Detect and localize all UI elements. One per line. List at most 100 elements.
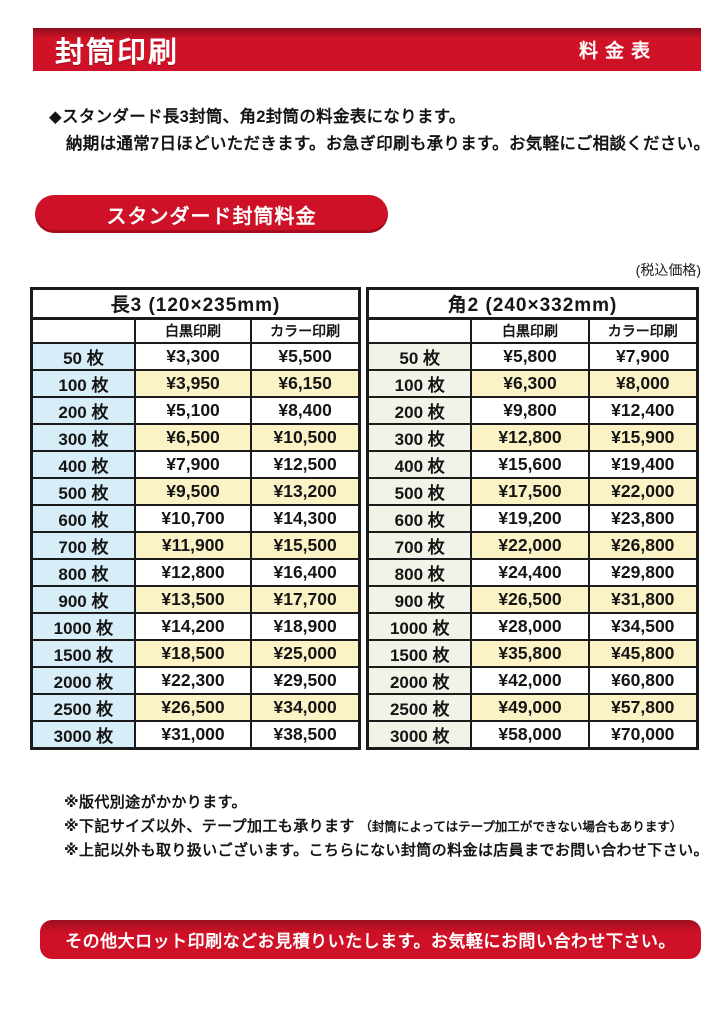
table-row: 100 枚 ¥6,300 ¥8,000 bbox=[366, 368, 699, 398]
price-cell: ¥24,400 bbox=[470, 557, 590, 587]
price-cell: ¥28,000 bbox=[470, 611, 590, 641]
footnote-2: ※下記サイズ以外、テープ加工も承ります （封筒によってはテープ加工ができない場合… bbox=[64, 815, 709, 839]
price-cell: ¥9,800 bbox=[470, 395, 590, 425]
quantity-cell: 200 枚 bbox=[366, 395, 473, 425]
price-cell: ¥19,400 bbox=[587, 449, 699, 479]
price-cell: ¥6,300 bbox=[470, 368, 590, 398]
price-cell: ¥29,500 bbox=[250, 665, 361, 695]
price-cell: ¥22,000 bbox=[470, 530, 590, 560]
price-cell: ¥5,800 bbox=[470, 341, 590, 371]
price-cell: ¥18,500 bbox=[133, 638, 253, 668]
price-cell: ¥10,500 bbox=[250, 422, 361, 452]
price-cell: ¥25,000 bbox=[250, 638, 361, 668]
price-cell: ¥3,950 bbox=[133, 368, 253, 398]
price-cell: ¥17,700 bbox=[250, 584, 361, 614]
table-title-row: 長3 (120×235mm) bbox=[30, 287, 361, 320]
intro-text: ◆スタンダード長3封筒、角2封筒の料金表になります。 納期は通常7日ほどいただき… bbox=[49, 104, 710, 158]
intro-line-1: ◆スタンダード長3封筒、角2封筒の料金表になります。 bbox=[49, 108, 466, 126]
intro-line-2: 納期は通常7日ほどいただきます。お急ぎ印刷も承ります。お気軽にご相談ください。 bbox=[66, 135, 711, 153]
price-cell: ¥19,200 bbox=[470, 503, 590, 533]
page-subtitle: 料金表 bbox=[578, 41, 657, 62]
price-cell: ¥8,400 bbox=[250, 395, 361, 425]
quantity-cell: 400 枚 bbox=[366, 449, 473, 479]
table-row: 50 枚 ¥3,300 ¥5,500 bbox=[30, 341, 361, 371]
footnote-1: ※版代別途がかかります。 bbox=[64, 791, 709, 815]
price-cell: ¥58,000 bbox=[470, 719, 590, 749]
table-subheader-row: 白黒印刷 カラー印刷 bbox=[30, 317, 361, 344]
price-cell: ¥22,300 bbox=[133, 665, 253, 695]
price-cell: ¥6,500 bbox=[133, 422, 253, 452]
footnote-text: ※版代別途がかかります。 bbox=[64, 794, 247, 811]
table-row: 1000 枚 ¥28,000 ¥34,500 bbox=[366, 611, 699, 641]
price-cell: ¥12,800 bbox=[133, 557, 253, 587]
price-cell: ¥26,500 bbox=[470, 584, 590, 614]
contact-banner: その他大ロット印刷などお見積りいたします。お気軽にお問い合わせ下さい。 bbox=[40, 920, 701, 959]
price-cell: ¥15,900 bbox=[587, 422, 699, 452]
table-title: 角2 (240×332mm) bbox=[366, 287, 699, 320]
table-row: 500 枚 ¥17,500 ¥22,000 bbox=[366, 476, 699, 506]
price-cell: ¥34,500 bbox=[587, 611, 699, 641]
qty-header-cell bbox=[366, 317, 473, 344]
price-cell: ¥7,900 bbox=[587, 341, 699, 371]
price-cell: ¥13,500 bbox=[133, 584, 253, 614]
price-cell: ¥38,500 bbox=[250, 719, 361, 749]
color-print-header: カラー印刷 bbox=[587, 317, 699, 344]
table-row: 400 枚 ¥7,900 ¥12,500 bbox=[30, 449, 361, 479]
table-row: 2500 枚 ¥26,500 ¥34,000 bbox=[30, 692, 361, 722]
quantity-cell: 200 枚 bbox=[30, 395, 136, 425]
price-cell: ¥70,000 bbox=[587, 719, 699, 749]
price-cell: ¥12,800 bbox=[470, 422, 590, 452]
footnote-3: ※上記以外も取り扱いございます。こちらにない封筒の料金は店員までお問い合わせ下さ… bbox=[64, 839, 709, 863]
price-cell: ¥8,000 bbox=[587, 368, 699, 398]
price-cell: ¥57,800 bbox=[587, 692, 699, 722]
price-cell: ¥5,500 bbox=[250, 341, 361, 371]
footnote-text: ※下記サイズ以外、テープ加工も承ります bbox=[64, 818, 355, 835]
quantity-cell: 300 枚 bbox=[366, 422, 473, 452]
quantity-cell: 800 枚 bbox=[366, 557, 473, 587]
price-cell: ¥42,000 bbox=[470, 665, 590, 695]
price-cell: ¥31,000 bbox=[133, 719, 253, 749]
table-title-row: 角2 (240×332mm) bbox=[366, 287, 699, 320]
title-banner: 封筒印刷 料金表 bbox=[33, 28, 701, 71]
price-cell: ¥22,000 bbox=[587, 476, 699, 506]
quantity-cell: 900 枚 bbox=[30, 584, 136, 614]
price-cell: ¥12,500 bbox=[250, 449, 361, 479]
table-title: 長3 (120×235mm) bbox=[30, 287, 361, 320]
table-row: 200 枚 ¥5,100 ¥8,400 bbox=[30, 395, 361, 425]
quantity-cell: 700 枚 bbox=[30, 530, 136, 560]
table-row: 800 枚 ¥24,400 ¥29,800 bbox=[366, 557, 699, 587]
table-row: 600 枚 ¥19,200 ¥23,800 bbox=[366, 503, 699, 533]
table-row: 3000 枚 ¥31,000 ¥38,500 bbox=[30, 719, 361, 749]
quantity-cell: 1000 枚 bbox=[30, 611, 136, 641]
price-cell: ¥7,900 bbox=[133, 449, 253, 479]
quantity-cell: 50 枚 bbox=[30, 341, 136, 371]
price-cell: ¥5,100 bbox=[133, 395, 253, 425]
quantity-cell: 100 枚 bbox=[366, 368, 473, 398]
table-row: 300 枚 ¥12,800 ¥15,900 bbox=[366, 422, 699, 452]
footnotes: ※版代別途がかかります。 ※下記サイズ以外、テープ加工も承ります （封筒によって… bbox=[64, 791, 709, 863]
price-tables: 長3 (120×235mm) 白黒印刷 カラー印刷 50 枚 ¥3,300 ¥5,5… bbox=[30, 287, 702, 750]
price-cell: ¥15,600 bbox=[470, 449, 590, 479]
quantity-cell: 900 枚 bbox=[366, 584, 473, 614]
table-row: 900 枚 ¥26,500 ¥31,800 bbox=[366, 584, 699, 614]
price-cell: ¥23,800 bbox=[587, 503, 699, 533]
quantity-cell: 700 枚 bbox=[366, 530, 473, 560]
price-cell: ¥9,500 bbox=[133, 476, 253, 506]
price-cell: ¥29,800 bbox=[587, 557, 699, 587]
table-row: 1000 枚 ¥14,200 ¥18,900 bbox=[30, 611, 361, 641]
table-row: 600 枚 ¥10,700 ¥14,300 bbox=[30, 503, 361, 533]
price-cell: ¥14,200 bbox=[133, 611, 253, 641]
quantity-cell: 2500 枚 bbox=[30, 692, 136, 722]
table-body: 50 枚 ¥5,800 ¥7,900 100 枚 ¥6,300 ¥8,000 200 枚 ¥9… bbox=[366, 341, 699, 749]
table-row: 400 枚 ¥15,600 ¥19,400 bbox=[366, 449, 699, 479]
price-cell: ¥26,800 bbox=[587, 530, 699, 560]
price-cell: ¥11,900 bbox=[133, 530, 253, 560]
quantity-cell: 300 枚 bbox=[30, 422, 136, 452]
table-row: 2000 枚 ¥22,300 ¥29,500 bbox=[30, 665, 361, 695]
table-body: 50 枚 ¥3,300 ¥5,500 100 枚 ¥3,950 ¥6,150 200 枚 ¥5… bbox=[30, 341, 361, 749]
quantity-cell: 600 枚 bbox=[30, 503, 136, 533]
quantity-cell: 2500 枚 bbox=[366, 692, 473, 722]
price-cell: ¥10,700 bbox=[133, 503, 253, 533]
price-cell: ¥45,800 bbox=[587, 638, 699, 668]
qty-header-cell bbox=[30, 317, 136, 344]
